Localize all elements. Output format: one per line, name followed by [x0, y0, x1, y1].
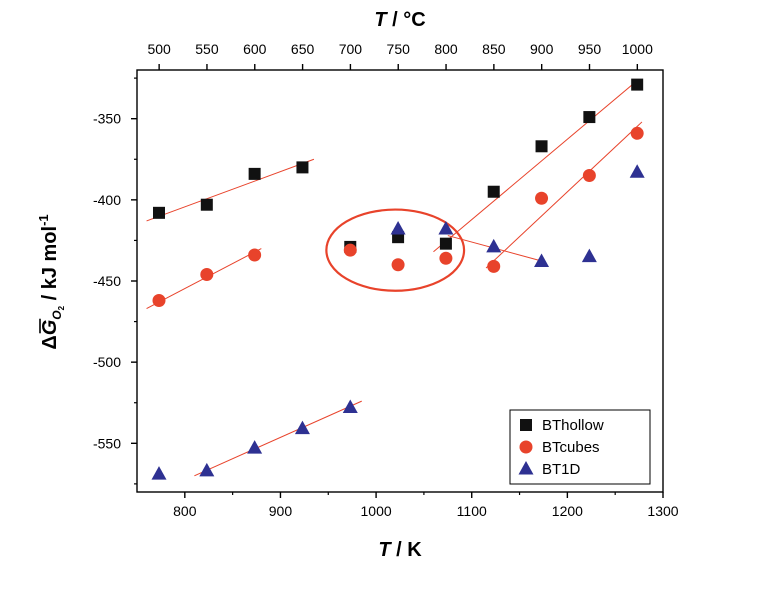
- y-axis-title-subsub: 2: [57, 305, 66, 310]
- data-point-BThollow: [583, 111, 596, 124]
- y-tick-label: -350: [93, 111, 121, 127]
- x2-axis-title-var: T: [374, 9, 388, 31]
- y-axis-title-sub: O: [50, 310, 64, 320]
- legend-marker-BT1D: [518, 460, 534, 475]
- legend: BThollow BTcubes BT1D: [509, 409, 651, 485]
- series-BTcubes: [152, 126, 644, 307]
- data-point-BThollow: [631, 78, 644, 91]
- x2-tick-label: 950: [578, 41, 602, 57]
- y-axis-title-sup: -1: [36, 214, 51, 226]
- data-point-BT1D: [294, 420, 310, 435]
- x2-tick-label: 550: [195, 41, 219, 57]
- x2-axis-title-unit: / °C: [387, 9, 426, 31]
- axes: 800 900 1000 1100 1200 1300 500 550 600 650 700 750…: [36, 9, 679, 561]
- x-axis-title-var: T: [378, 539, 392, 561]
- legend-box: [509, 409, 651, 485]
- legend-label-BThollow: BThollow: [542, 417, 604, 434]
- y-tick-label: -400: [93, 192, 121, 208]
- data-point-BT1D: [486, 238, 502, 253]
- data-point-BT1D: [629, 164, 645, 178]
- x-tick-label: 900: [269, 503, 293, 519]
- data-markers: [151, 78, 645, 480]
- x2-tick-label: 650: [291, 41, 315, 57]
- series-BT1D: [151, 164, 645, 480]
- x2-axis-title: T / °C: [374, 9, 425, 31]
- x-tick-label: 1200: [552, 503, 583, 519]
- data-point-BT1D: [151, 466, 167, 480]
- data-point-BThollow: [248, 167, 261, 180]
- y-tick-label: -550: [93, 435, 121, 451]
- x-axis-title: T / K: [378, 539, 422, 561]
- fit-line: [433, 80, 637, 253]
- data-point-BT1D: [342, 399, 358, 414]
- fit-line: [146, 158, 315, 222]
- x2-tick-label: 600: [243, 41, 267, 57]
- data-point-BTcubes: [391, 258, 405, 272]
- annotation-layer: [325, 208, 466, 292]
- highlight-ellipse: [325, 208, 466, 292]
- data-point-BTcubes: [630, 126, 644, 140]
- x2-tick-label: 700: [339, 41, 363, 57]
- x2-tick-label: 850: [482, 41, 506, 57]
- fit-line: [194, 400, 362, 477]
- y-tick-label: -500: [93, 354, 121, 370]
- data-point-BT1D: [247, 440, 263, 454]
- data-point-BThollow: [535, 140, 548, 153]
- data-point-BTcubes: [582, 169, 596, 182]
- x-tick-label: 1300: [647, 503, 678, 519]
- data-point-BTcubes: [487, 259, 501, 273]
- data-point-BThollow: [439, 237, 452, 250]
- data-point-BTcubes: [152, 293, 166, 307]
- data-point-BThollow: [296, 161, 309, 174]
- data-point-BTcubes: [535, 191, 549, 205]
- y-axis-title-var: G: [39, 320, 61, 336]
- data-point-BThollow: [152, 206, 165, 219]
- legend-marker-BThollow: [520, 419, 532, 431]
- data-point-BT1D: [390, 221, 406, 235]
- fit-lines: [146, 80, 643, 477]
- legend-label-BTcubes: BTcubes: [542, 439, 600, 456]
- x2-tick-label: 1000: [622, 41, 653, 57]
- data-point-BTcubes: [200, 268, 214, 282]
- data-point-BT1D: [438, 221, 454, 235]
- x-tick-label: 1100: [457, 503, 487, 519]
- data-point-BT1D: [199, 462, 215, 477]
- y-tick-label: -450: [93, 273, 121, 289]
- x2-tick-label: 900: [530, 41, 554, 57]
- x-tick-label: 800: [173, 503, 197, 519]
- data-point-BT1D: [581, 248, 597, 263]
- data-point-BTcubes: [343, 243, 357, 257]
- data-point-BT1D: [534, 253, 550, 267]
- y-axis-title: ΔGO2 / kJ mol-1: [36, 214, 66, 349]
- x-axis-title-unit: / K: [391, 539, 423, 561]
- x-tick-label: 1000: [361, 503, 392, 519]
- fit-line: [485, 121, 643, 269]
- data-point-BTcubes: [248, 248, 262, 262]
- data-point-BTcubes: [439, 251, 453, 265]
- legend-label-BT1D: BT1D: [542, 461, 581, 478]
- x2-tick-label: 800: [434, 41, 458, 57]
- data-point-BThollow: [200, 198, 213, 211]
- y-axis-title-prefix: Δ: [39, 335, 61, 349]
- legend-marker-BTcubes: [519, 440, 533, 454]
- data-point-BThollow: [487, 185, 500, 198]
- x2-tick-label: 500: [147, 41, 171, 57]
- y-axis-title-unit: / kJ mol: [39, 226, 61, 306]
- x2-tick-label: 750: [387, 41, 411, 57]
